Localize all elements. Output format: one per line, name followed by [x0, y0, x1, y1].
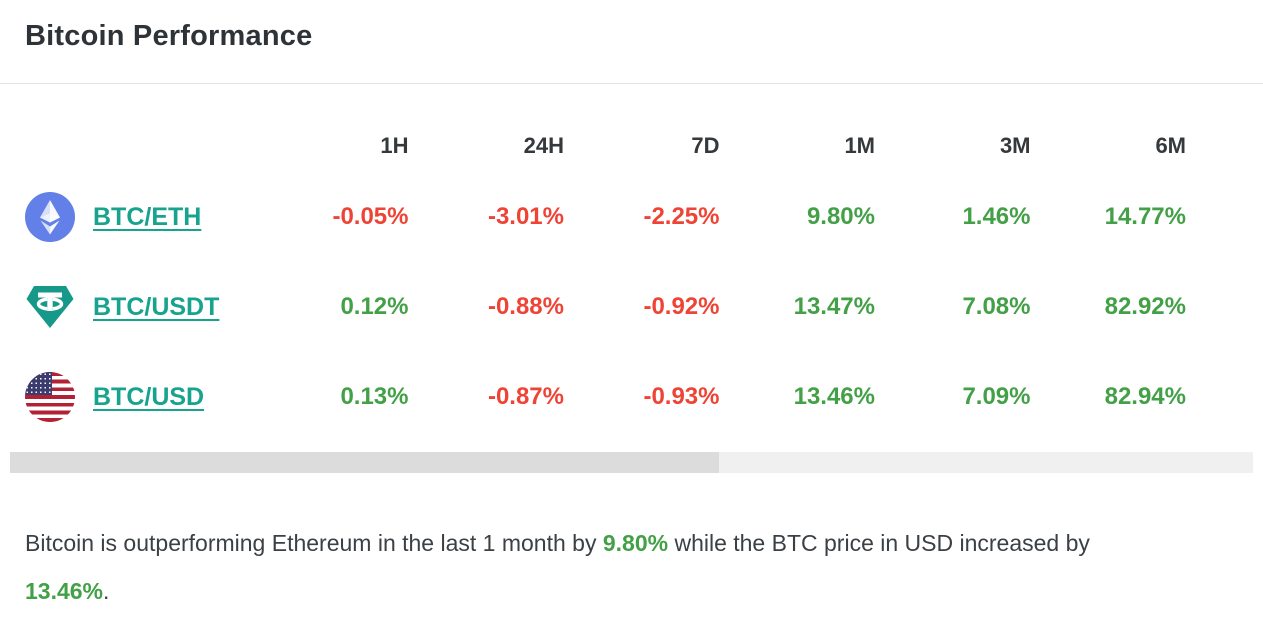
tether-icon [26, 286, 74, 328]
title-divider [0, 83, 1263, 84]
table-row: BTC/ETH -0.05% -3.01% -2.25% 9.80% 1.46%… [25, 172, 1186, 262]
pair-cell-btc-usd: BTC/USD [25, 352, 253, 442]
table-row: BTC/USD 0.13% -0.87% -0.93% 13.46% 7.09%… [25, 352, 1186, 442]
value-btc-usd-3m: 7.09% [962, 383, 1031, 410]
value-btc-usdt-6m: 82.92% [1104, 293, 1186, 320]
column-header-24h: 24H [523, 133, 564, 158]
table-header-row: 1H 24H 7D 1M 3M 6M [25, 120, 1186, 172]
value-btc-eth-1m: 9.80% [806, 203, 875, 230]
horizontal-scrollbar-thumb[interactable] [10, 452, 719, 473]
summary-part2: while the BTC price in USD increased by [668, 530, 1090, 556]
performance-table: 1H 24H 7D 1M 3M 6M BTC/ETH [25, 120, 1186, 442]
value-btc-eth-1h: -0.05% [332, 203, 409, 230]
performance-summary-text: Bitcoin is outperforming Ethereum in the… [25, 519, 1175, 616]
us-flag-icon [25, 372, 75, 422]
column-header-6m: 6M [1155, 133, 1186, 158]
value-btc-usdt-1m: 13.47% [793, 293, 875, 320]
summary-highlight-usd: 13.46% [25, 578, 104, 605]
horizontal-scrollbar-track[interactable] [10, 452, 1253, 473]
pair-cell-btc-usdt: BTC/USDT [25, 262, 253, 352]
pair-link-btc-usd[interactable]: BTC/USD [93, 382, 205, 411]
value-btc-usd-7d: -0.93% [643, 383, 720, 410]
value-btc-usdt-24h: -0.88% [487, 293, 564, 320]
value-btc-usd-1h: 0.13% [340, 383, 409, 410]
value-btc-usd-24h: -0.87% [487, 383, 564, 410]
summary-part1: Bitcoin is outperforming Ethereum in the… [25, 530, 603, 556]
value-btc-eth-6m: 14.77% [1104, 203, 1186, 230]
value-btc-usdt-3m: 7.08% [962, 293, 1031, 320]
value-btc-usd-6m: 82.94% [1104, 383, 1186, 410]
column-header-7d: 7D [691, 133, 720, 158]
page-title: Bitcoin Performance [25, 20, 313, 52]
summary-part3: . [103, 578, 110, 605]
pair-cell-btc-eth: BTC/ETH [25, 172, 253, 262]
value-btc-eth-7d: -2.25% [643, 203, 720, 230]
ethereum-icon [25, 192, 75, 242]
value-btc-eth-3m: 1.46% [962, 203, 1031, 230]
table-row: BTC/USDT 0.12% -0.88% -0.92% 13.47% 7.08… [25, 262, 1186, 352]
column-header-1m: 1M [844, 133, 875, 158]
column-header-1h: 1H [380, 133, 409, 158]
value-btc-usdt-7d: -0.92% [643, 293, 720, 320]
pair-column-header [25, 120, 253, 172]
pair-link-btc-eth[interactable]: BTC/ETH [93, 202, 202, 231]
value-btc-eth-24h: -3.01% [487, 203, 564, 230]
pair-link-btc-usdt[interactable]: BTC/USDT [93, 292, 220, 321]
summary-highlight-1m: 9.80% [602, 530, 669, 556]
value-btc-usdt-1h: 0.12% [340, 293, 409, 320]
value-btc-usd-1m: 13.46% [793, 383, 875, 410]
column-header-3m: 3M [999, 133, 1031, 158]
